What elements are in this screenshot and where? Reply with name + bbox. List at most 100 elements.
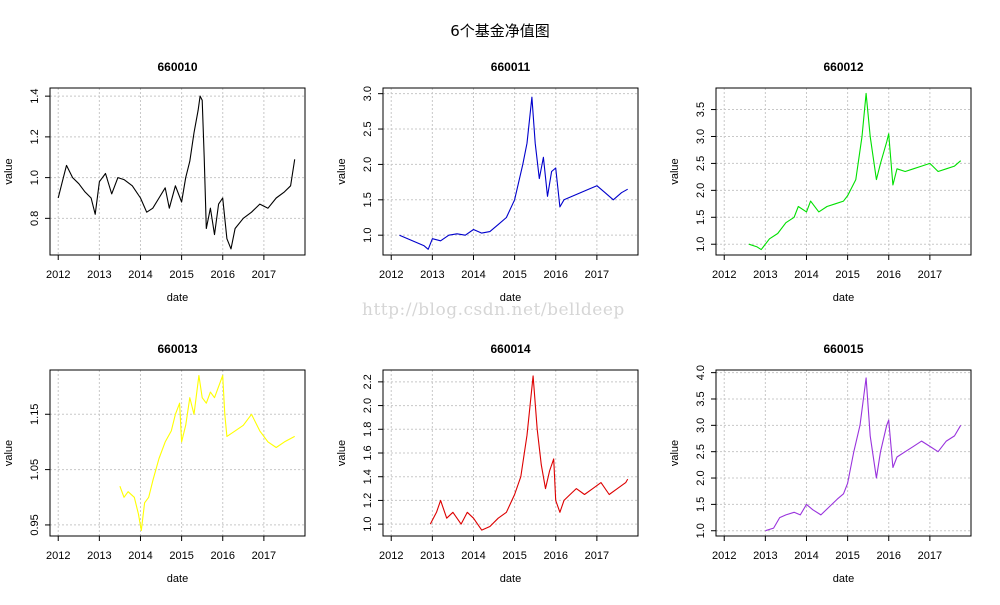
x-axis-label: date (167, 292, 188, 304)
x-axis-label: date (500, 573, 521, 585)
panel-660013: 2012 2013 2014 2015 2016 2017 0.95 1.05 1.15 6600… (3, 342, 306, 585)
x-tick-label: 2017 (918, 550, 942, 562)
x-axis-label: date (833, 573, 854, 585)
x-tick-label: 2014 (461, 269, 485, 281)
series-line (748, 92, 962, 251)
panel-660014: 2012 2013 2014 2015 2016 2017 1.0 1.2 1.4 1.6 1.8 2… (336, 342, 639, 585)
x-tick-label: 2017 (585, 550, 609, 562)
plot-frame (49, 87, 306, 256)
x-tick-label: 2017 (252, 269, 276, 281)
y-tick-label: 1.8 (362, 422, 374, 437)
x-axis-label: date (167, 573, 188, 585)
x-tick-label: 2013 (753, 269, 777, 281)
y-tick-label: 1.6 (362, 445, 374, 460)
x-tick-label: 2012 (712, 550, 736, 562)
x-axis-label: date (833, 292, 854, 304)
y-tick-label: 1.0 (695, 523, 707, 538)
plot-frame (715, 87, 972, 256)
series-line (57, 95, 296, 250)
y-axis-label: value (3, 158, 15, 184)
y-tick-label: 1.0 (695, 237, 707, 252)
x-tick-label: 2012 (46, 550, 70, 562)
x-tick-label: 2016 (543, 269, 567, 281)
x-tick-label: 2013 (87, 269, 111, 281)
x-tick-label: 2013 (753, 550, 777, 562)
x-tick-label: 2012 (712, 269, 736, 281)
y-tick-label: 1.4 (362, 469, 374, 484)
y-tick-label: 0.8 (29, 211, 41, 226)
plot-frame (49, 369, 306, 537)
y-tick-label: 1.4 (29, 88, 41, 103)
y-tick-label: 1.5 (695, 497, 707, 512)
y-tick-label: 0.95 (29, 514, 41, 535)
plot-frame (715, 369, 972, 537)
y-tick-label: 1.0 (29, 170, 41, 185)
y-tick-label: 1.05 (29, 459, 41, 480)
x-tick-label: 2017 (252, 550, 276, 562)
y-tick-label: 1.0 (362, 516, 374, 531)
series-line (399, 96, 628, 250)
panel-title: 660013 (157, 342, 197, 356)
x-tick-label: 2014 (794, 550, 818, 562)
x-tick-label: 2013 (420, 550, 444, 562)
x-tick-label: 2012 (379, 550, 403, 562)
x-tick-label: 2014 (128, 269, 152, 281)
y-tick-label: 1.2 (362, 493, 374, 508)
x-tick-label: 2016 (210, 550, 234, 562)
panel-660011: 2012 2013 2014 2015 2016 2017 1.0 1.5 2.0 2.5 3.0 6… (336, 60, 639, 304)
panel-title: 660011 (491, 60, 531, 74)
y-axis-label: value (3, 440, 15, 466)
x-tick-label: 2014 (794, 269, 818, 281)
panel-title: 660012 (823, 60, 863, 74)
series-line (429, 375, 629, 531)
y-axis-label: value (336, 158, 348, 184)
x-tick-label: 2012 (46, 269, 70, 281)
panel-title: 660010 (157, 60, 197, 74)
y-tick-label: 2.2 (362, 374, 374, 389)
y-tick-label: 1.5 (362, 192, 374, 207)
y-tick-label: 3.0 (695, 129, 707, 144)
series-line (119, 374, 295, 532)
y-tick-label: 2.0 (362, 398, 374, 413)
y-tick-label: 3.5 (695, 102, 707, 117)
y-tick-label: 2.0 (695, 183, 707, 198)
y-tick-label: 1.5 (695, 210, 707, 225)
x-tick-label: 2015 (835, 550, 859, 562)
y-axis-label: value (336, 440, 348, 466)
x-tick-label: 2017 (585, 269, 609, 281)
x-tick-label: 2015 (169, 269, 193, 281)
x-tick-label: 2015 (169, 550, 193, 562)
x-tick-label: 2013 (420, 269, 444, 281)
y-tick-label: 2.0 (362, 157, 374, 172)
x-tick-label: 2013 (87, 550, 111, 562)
panel-660010: 2012 2013 2014 2015 2016 2017 0.8 1.0 1.2 1.4 6600… (3, 60, 306, 304)
series-line (765, 377, 962, 532)
x-tick-label: 2015 (835, 269, 859, 281)
panel-660015: 2012 2013 2014 2015 2016 2017 1.0 1.5 2.0 2.5 3.0 3… (669, 342, 972, 585)
y-tick-label: 4.0 (695, 365, 707, 380)
x-tick-label: 2016 (543, 550, 567, 562)
y-tick-label: 2.5 (695, 444, 707, 459)
plot-frame (382, 87, 639, 256)
y-tick-label: 2.0 (695, 470, 707, 485)
x-tick-label: 2014 (128, 550, 152, 562)
y-tick-label: 3.5 (695, 391, 707, 406)
y-tick-label: 2.5 (695, 156, 707, 171)
x-tick-label: 2017 (918, 269, 942, 281)
x-tick-label: 2012 (379, 269, 403, 281)
x-axis-label: date (500, 292, 521, 304)
y-tick-label: 3.0 (362, 86, 374, 101)
figure-title: 6个基金净值图 (450, 22, 550, 40)
x-tick-label: 2014 (461, 550, 485, 562)
y-axis-label: value (669, 158, 681, 184)
y-axis-label: value (669, 440, 681, 466)
y-tick-label: 1.15 (29, 404, 41, 425)
panel-660012: 2012 2013 2014 2015 2016 2017 1.0 1.5 2.0 2.5 3.0 3… (669, 60, 972, 304)
x-tick-label: 2015 (502, 269, 526, 281)
x-tick-label: 2016 (876, 550, 900, 562)
x-tick-label: 2015 (502, 550, 526, 562)
y-tick-label: 2.5 (362, 121, 374, 136)
y-tick-label: 1.0 (362, 228, 374, 243)
